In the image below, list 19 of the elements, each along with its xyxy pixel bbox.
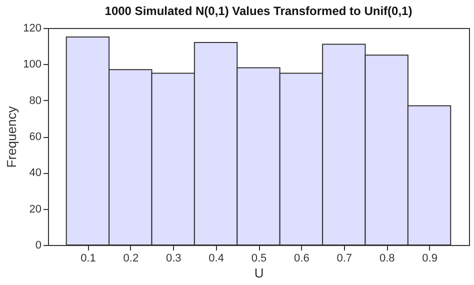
y-tick-label: 60: [29, 131, 42, 143]
x-tick-label: 0.1: [80, 252, 96, 264]
x-tick-label: 0.9: [422, 252, 438, 264]
y-tick-label: 20: [29, 203, 42, 216]
x-tick-label: 0.5: [251, 252, 267, 264]
y-tick-label: 120: [23, 22, 42, 34]
y-tick-label: 100: [23, 58, 42, 71]
y-tick-label: 0: [35, 240, 42, 252]
y-axis-title: Frequency: [4, 106, 20, 168]
x-tick-label: 0.8: [379, 252, 395, 264]
chart-title: 1000 Simulated N(0,1) Values Transformed to Unif(0,1): [104, 4, 412, 18]
x-tick-label: 0.2: [123, 252, 139, 264]
y-tick-label: 40: [29, 167, 42, 180]
x-tick-label: 0.6: [294, 252, 310, 264]
y-tick-label: 80: [29, 94, 42, 107]
x-tick-label: 0.4: [208, 252, 224, 264]
x-tick-label: 0.3: [166, 252, 182, 264]
x-tick-label: 0.7: [336, 252, 352, 264]
x-axis-title: U: [254, 266, 264, 280]
